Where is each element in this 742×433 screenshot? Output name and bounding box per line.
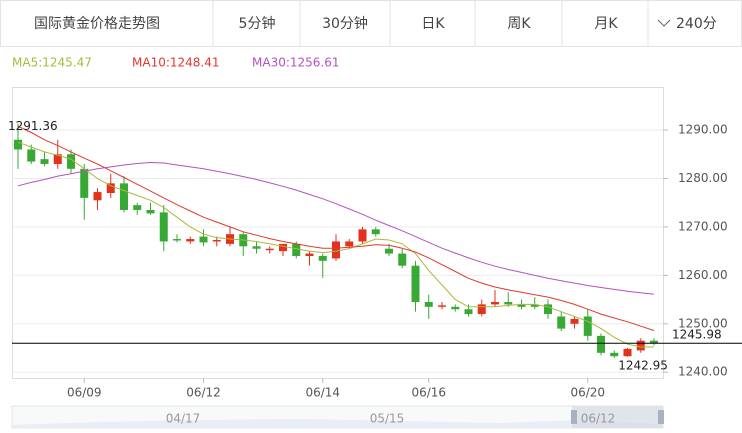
x-tick-label: 06/16 xyxy=(411,386,446,400)
candle-body xyxy=(385,248,393,254)
x-tick-label: 06/20 xyxy=(570,386,605,400)
y-tick-label: 1270.00 xyxy=(678,219,728,233)
candle-body xyxy=(252,246,261,249)
plot-frame xyxy=(12,87,664,379)
candle-body xyxy=(438,305,446,307)
candle-body xyxy=(530,304,539,307)
tab[interactable]: 240分 xyxy=(676,16,717,32)
candle-body xyxy=(67,154,75,169)
candle-body xyxy=(371,229,380,235)
low-label: 1242.95 xyxy=(618,358,668,372)
candle-body xyxy=(80,168,89,198)
candle-body xyxy=(636,340,645,351)
candle-body xyxy=(120,183,128,210)
chart-title: 国际黄金价格走势图 xyxy=(34,15,160,32)
high-label: 1291.36 xyxy=(8,119,58,133)
candle-body xyxy=(212,240,221,242)
candle-body xyxy=(504,301,513,305)
candle-body xyxy=(358,229,367,242)
candle-body xyxy=(159,212,168,242)
candle-body xyxy=(133,205,142,210)
navigator-label: 05/15 xyxy=(370,412,405,426)
candle-body xyxy=(451,306,460,310)
candle-body xyxy=(318,255,327,261)
chevron[interactable] xyxy=(657,19,671,27)
candle-body xyxy=(491,301,499,305)
ma-line xyxy=(17,161,655,295)
navigator-label: 06/12 xyxy=(581,412,616,426)
candle-body xyxy=(597,335,605,353)
candle-body xyxy=(424,301,433,307)
candle-body xyxy=(332,241,340,259)
legend-entry: MA30:1256.61 xyxy=(252,56,340,70)
candle-body xyxy=(40,159,49,164)
y-tick-label: 1240.00 xyxy=(678,365,728,379)
candle-body xyxy=(610,352,619,357)
candle-body xyxy=(411,265,420,302)
candle-body xyxy=(146,209,155,214)
candle-body xyxy=(557,316,566,329)
candle-body xyxy=(265,248,274,251)
candle-body xyxy=(477,304,486,315)
tab[interactable]: 30分钟 xyxy=(322,15,368,32)
x-tick-label: 06/14 xyxy=(305,386,340,400)
y-tick-label: 1260.00 xyxy=(678,268,728,282)
candle-body xyxy=(650,340,658,344)
x-tick-label: 06/09 xyxy=(67,386,102,400)
candle-body xyxy=(173,239,181,241)
candle-body xyxy=(292,243,301,256)
header-bar xyxy=(0,0,742,47)
legend-entry: MA10:1248.41 xyxy=(132,56,220,70)
y-tick-label: 1290.00 xyxy=(678,123,728,137)
candle-body xyxy=(53,154,62,164)
candle-body xyxy=(106,183,115,194)
tab[interactable]: 周K xyxy=(507,16,531,32)
candle-body xyxy=(570,318,579,324)
candle-body xyxy=(305,253,314,256)
candle-body xyxy=(345,241,354,247)
navigator-window[interactable] xyxy=(572,406,663,428)
candle-body xyxy=(14,139,22,150)
tab[interactable]: 月K xyxy=(594,16,618,32)
navigator-handle[interactable] xyxy=(658,410,664,424)
y-tick-label: 1250.00 xyxy=(678,316,728,330)
candle-body xyxy=(517,304,526,307)
candle-body xyxy=(199,236,208,243)
candle-body xyxy=(398,253,407,266)
navigator-area xyxy=(12,419,663,428)
candle-body xyxy=(623,348,632,357)
ma-line xyxy=(17,141,654,348)
navigator-label: 04/17 xyxy=(166,412,201,426)
last-price-label: 1245.98 xyxy=(672,328,722,342)
candle-body xyxy=(544,304,552,315)
y-tick-label: 1280.00 xyxy=(678,171,728,185)
navigator-handle[interactable] xyxy=(571,410,577,424)
tab[interactable]: 日K xyxy=(421,16,445,32)
candle-body xyxy=(464,309,473,315)
candle-body xyxy=(93,192,102,201)
tab[interactable]: 5分钟 xyxy=(239,15,276,32)
ma-line xyxy=(17,125,655,331)
candle-body xyxy=(583,316,592,336)
legend-entry: MA5:1245.47 xyxy=(12,56,92,70)
candle-body xyxy=(186,239,195,242)
candle-body xyxy=(27,149,36,162)
candle-body xyxy=(279,243,287,252)
x-tick-label: 06/12 xyxy=(186,386,221,400)
